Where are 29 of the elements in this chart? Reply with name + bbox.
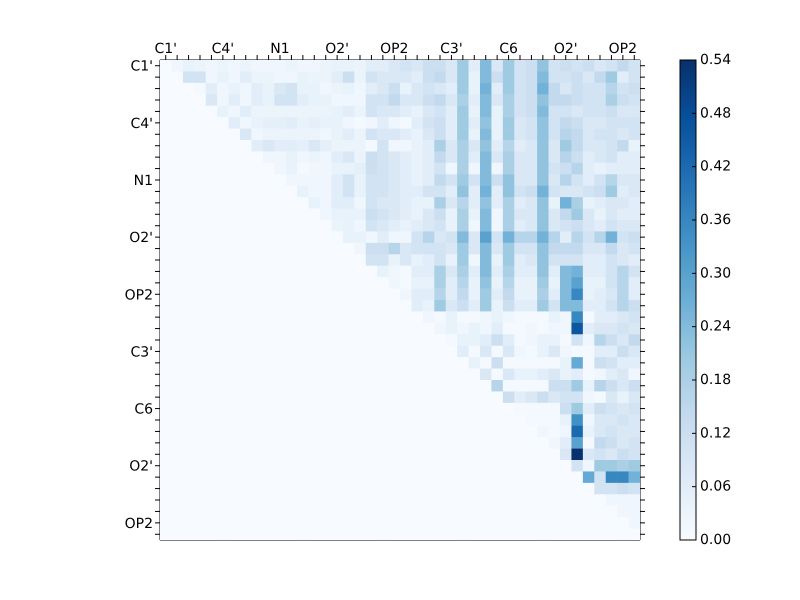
x-tick-label: O2' [325,41,350,57]
x-tick-label: C4' [212,41,234,57]
x-tick-label: OP2 [608,41,638,57]
color-bar-label: 0.42 [700,158,732,175]
x-tick-label: C6 [499,41,518,57]
x-tick-label: N1 [270,41,290,57]
colorbar: 0.00 0.06 0.12 0.18 0.24 0.30 0.36 0.42 0.48 0.54 [678,50,758,550]
x-tick-label: O2' [554,41,578,57]
color-bar-label: 0.30 [700,265,732,282]
y-tick-label: C6 [134,402,154,418]
x-tick-label: C3' [440,41,463,57]
color-bar-label: 0.54 [700,52,732,68]
y-tick-label: C1' [130,58,153,75]
y-tick-label: O2' [129,230,153,246]
y-tick-label: C4' [130,116,153,132]
color-bar-label: 0.36 [700,212,732,228]
y-tick-label: OP2 [124,516,153,532]
y-tick-label: O2' [129,458,153,475]
color-bar-label: 0.48 [700,105,732,122]
color-bar-label: 0.24 [700,318,732,335]
x-tick-label: OP2 [380,41,408,57]
color-bar-label: 0.18 [700,372,732,388]
y-tick-label: C3' [130,344,153,360]
color-bar-label: 0.00 [700,532,732,548]
color-bar-label: 0.06 [700,478,732,495]
x-tick-label: C1' [154,41,177,57]
color-bar-label: 0.12 [700,425,732,442]
y-tick-label: OP2 [124,287,153,304]
y-tick-label: N1 [134,172,153,189]
